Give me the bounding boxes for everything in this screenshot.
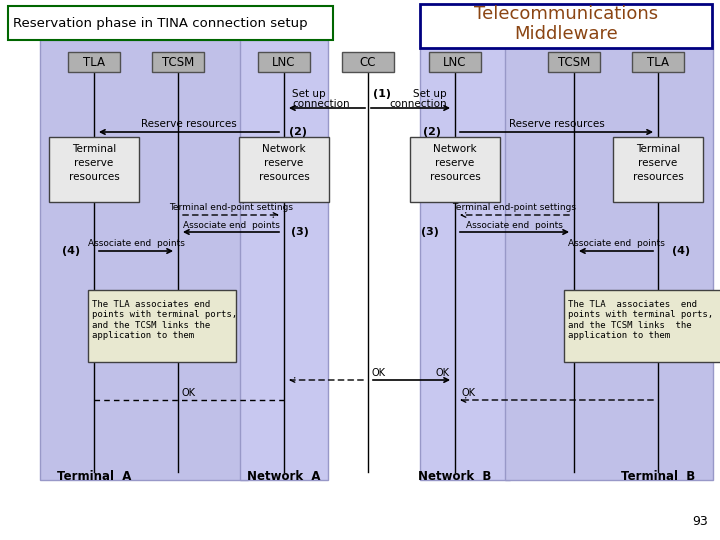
Text: TCSM: TCSM — [558, 56, 590, 69]
Text: Terminal  A: Terminal A — [57, 469, 131, 483]
Text: Associate end  points: Associate end points — [466, 220, 563, 230]
Text: Reserve resources: Reserve resources — [141, 119, 237, 129]
Text: Reserve resources: Reserve resources — [508, 119, 604, 129]
Bar — [564, 290, 720, 362]
Text: (4): (4) — [672, 246, 690, 256]
Bar — [240, 40, 328, 480]
Text: The TLA associates end
points with terminal ports,
and the TCSM links the
applic: The TLA associates end points with termi… — [92, 300, 237, 340]
Text: reserve: reserve — [264, 158, 304, 168]
Text: Middleware: Middleware — [514, 25, 618, 43]
Text: Telecommunications: Telecommunications — [474, 5, 658, 23]
Text: Associate end  points: Associate end points — [567, 240, 665, 248]
Text: Terminal: Terminal — [72, 144, 116, 154]
Bar — [505, 40, 713, 480]
Text: Set up: Set up — [413, 89, 447, 99]
Text: TLA: TLA — [647, 56, 669, 69]
Text: Network  A: Network A — [247, 469, 320, 483]
Text: (3): (3) — [291, 227, 309, 237]
Text: connection: connection — [390, 99, 447, 109]
Bar — [8, 6, 333, 40]
Bar — [410, 137, 500, 202]
Text: 93: 93 — [692, 515, 708, 528]
Text: Network  B: Network B — [418, 469, 492, 483]
Text: OK: OK — [461, 388, 475, 398]
Text: (1): (1) — [373, 89, 391, 99]
Bar — [632, 52, 684, 72]
Text: (3): (3) — [421, 227, 439, 237]
Text: Terminal end-point settings: Terminal end-point settings — [452, 202, 577, 212]
Bar — [342, 52, 394, 72]
Text: LNC: LNC — [272, 56, 296, 69]
Bar — [613, 137, 703, 202]
Bar — [49, 137, 139, 202]
Text: (2): (2) — [423, 127, 441, 137]
Text: The TLA  associates  end
points with terminal ports,
and the TCSM links  the
app: The TLA associates end points with termi… — [568, 300, 713, 340]
Bar — [40, 40, 248, 480]
Text: reserve: reserve — [74, 158, 114, 168]
Bar — [429, 52, 481, 72]
Text: Terminal: Terminal — [636, 144, 680, 154]
Bar — [258, 52, 310, 72]
Text: Terminal end-point settings: Terminal end-point settings — [169, 202, 293, 212]
Text: OK: OK — [372, 368, 386, 378]
Bar — [152, 52, 204, 72]
Text: Reservation phase in TINA connection setup: Reservation phase in TINA connection set… — [13, 17, 307, 30]
Bar — [548, 52, 600, 72]
Text: resources: resources — [68, 172, 120, 182]
Text: resources: resources — [258, 172, 310, 182]
Text: (4): (4) — [62, 246, 80, 256]
Text: OK: OK — [182, 388, 196, 398]
Bar — [239, 137, 329, 202]
Text: connection: connection — [292, 99, 350, 109]
Bar — [68, 52, 120, 72]
Text: Network: Network — [433, 144, 477, 154]
Bar — [420, 40, 510, 480]
Text: reserve: reserve — [639, 158, 678, 168]
Text: reserve: reserve — [436, 158, 474, 168]
Text: OK: OK — [435, 368, 449, 378]
Text: CC: CC — [360, 56, 377, 69]
Text: TCSM: TCSM — [162, 56, 194, 69]
Text: TLA: TLA — [83, 56, 105, 69]
Text: LNC: LNC — [444, 56, 467, 69]
Text: Associate end  points: Associate end points — [88, 240, 184, 248]
Text: resources: resources — [430, 172, 480, 182]
Bar — [420, 4, 712, 48]
Text: Set up: Set up — [292, 89, 325, 99]
Bar — [88, 290, 236, 362]
Text: Network: Network — [262, 144, 306, 154]
Text: (2): (2) — [289, 127, 307, 137]
Text: resources: resources — [633, 172, 683, 182]
Text: Associate end  points: Associate end points — [183, 220, 279, 230]
Text: Terminal  B: Terminal B — [621, 469, 695, 483]
